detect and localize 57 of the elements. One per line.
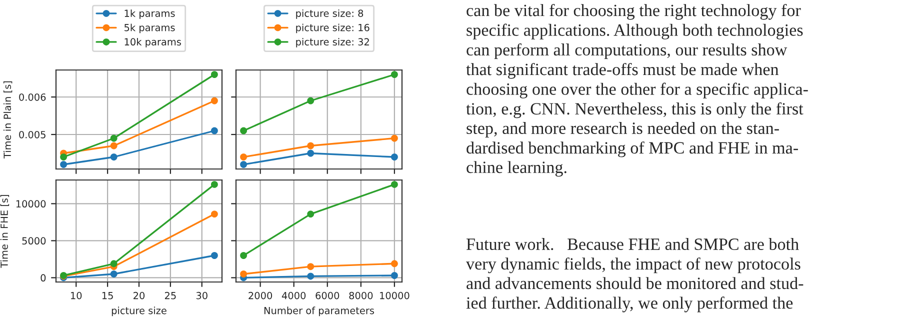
point bbox=[307, 263, 314, 270]
x-tick-label: 8000 bbox=[349, 292, 373, 300]
point bbox=[307, 142, 314, 150]
legend-label: 5k params bbox=[124, 24, 175, 34]
point bbox=[390, 260, 398, 268]
point bbox=[307, 210, 314, 218]
legend-label: picture size: 16 bbox=[296, 24, 370, 34]
y-axis-title: Time in FHE [s] bbox=[0, 195, 10, 268]
point bbox=[240, 127, 248, 134]
y-tick-label: 5000 bbox=[22, 237, 46, 245]
point bbox=[240, 252, 248, 259]
legend-label: 10k params bbox=[124, 38, 181, 48]
y-tick-label: 0.005 bbox=[19, 130, 46, 138]
x-tick-label: 6000 bbox=[316, 292, 340, 300]
point bbox=[390, 134, 398, 142]
point bbox=[210, 71, 218, 78]
point bbox=[110, 260, 118, 268]
point bbox=[210, 180, 218, 188]
x-tick-label: 15 bbox=[102, 292, 113, 300]
x-tick-label: 10000 bbox=[380, 292, 410, 300]
x-tick-label: 30 bbox=[196, 292, 208, 300]
y-tick-label: 0.006 bbox=[19, 93, 46, 101]
y-tick-label: 10000 bbox=[16, 200, 46, 208]
point bbox=[110, 142, 118, 150]
text: Future work. Because FHE and SMPC are both very dynamic fields, the impact of new protocols and advancements should be monitored and stud- ied further. Additionally, we only performed the bbox=[466, 238, 804, 312]
point bbox=[110, 270, 118, 278]
point bbox=[307, 272, 314, 280]
point bbox=[210, 127, 218, 134]
x-tick-label: 2000 bbox=[248, 292, 272, 300]
x-tick-label: 10 bbox=[71, 292, 82, 300]
x-axis-title: picture size bbox=[112, 306, 166, 316]
y-axis-title: Time in Plain [s] bbox=[3, 81, 12, 159]
point bbox=[240, 154, 248, 160]
point bbox=[110, 154, 118, 160]
x-tick-label: 4000 bbox=[282, 292, 306, 300]
x-tick-label: 20 bbox=[134, 292, 145, 300]
x-axis-title: Number of parameters bbox=[264, 306, 374, 316]
point bbox=[240, 270, 248, 278]
point bbox=[210, 210, 218, 218]
point bbox=[110, 134, 118, 142]
text: can be vital for choosing the right technology for specific applications. Although both technologies can perform all computations, our results show that significant trade-offs must be made when choosing one over the other for a specific applica- tion, e.g. CNN. Nevertheless, this is only the first step, and more research is needed on the stan- dardised benchmarking of MPC and FHE in ma- chine learning. bbox=[466, 4, 808, 177]
point bbox=[307, 97, 314, 104]
point bbox=[60, 161, 68, 168]
point bbox=[60, 154, 68, 160]
legend-label: 1k params bbox=[124, 9, 175, 19]
legend-label: picture size: 32 bbox=[296, 38, 369, 48]
point bbox=[390, 71, 398, 78]
point bbox=[307, 150, 314, 157]
x-tick-label: 25 bbox=[164, 292, 176, 300]
point bbox=[210, 252, 218, 259]
legend-label: picture size: 8 bbox=[296, 9, 364, 19]
point bbox=[390, 272, 398, 279]
y-tick-label: 0 bbox=[40, 274, 46, 282]
point bbox=[390, 180, 398, 188]
point bbox=[390, 154, 398, 160]
point bbox=[210, 97, 218, 104]
point bbox=[240, 161, 248, 168]
